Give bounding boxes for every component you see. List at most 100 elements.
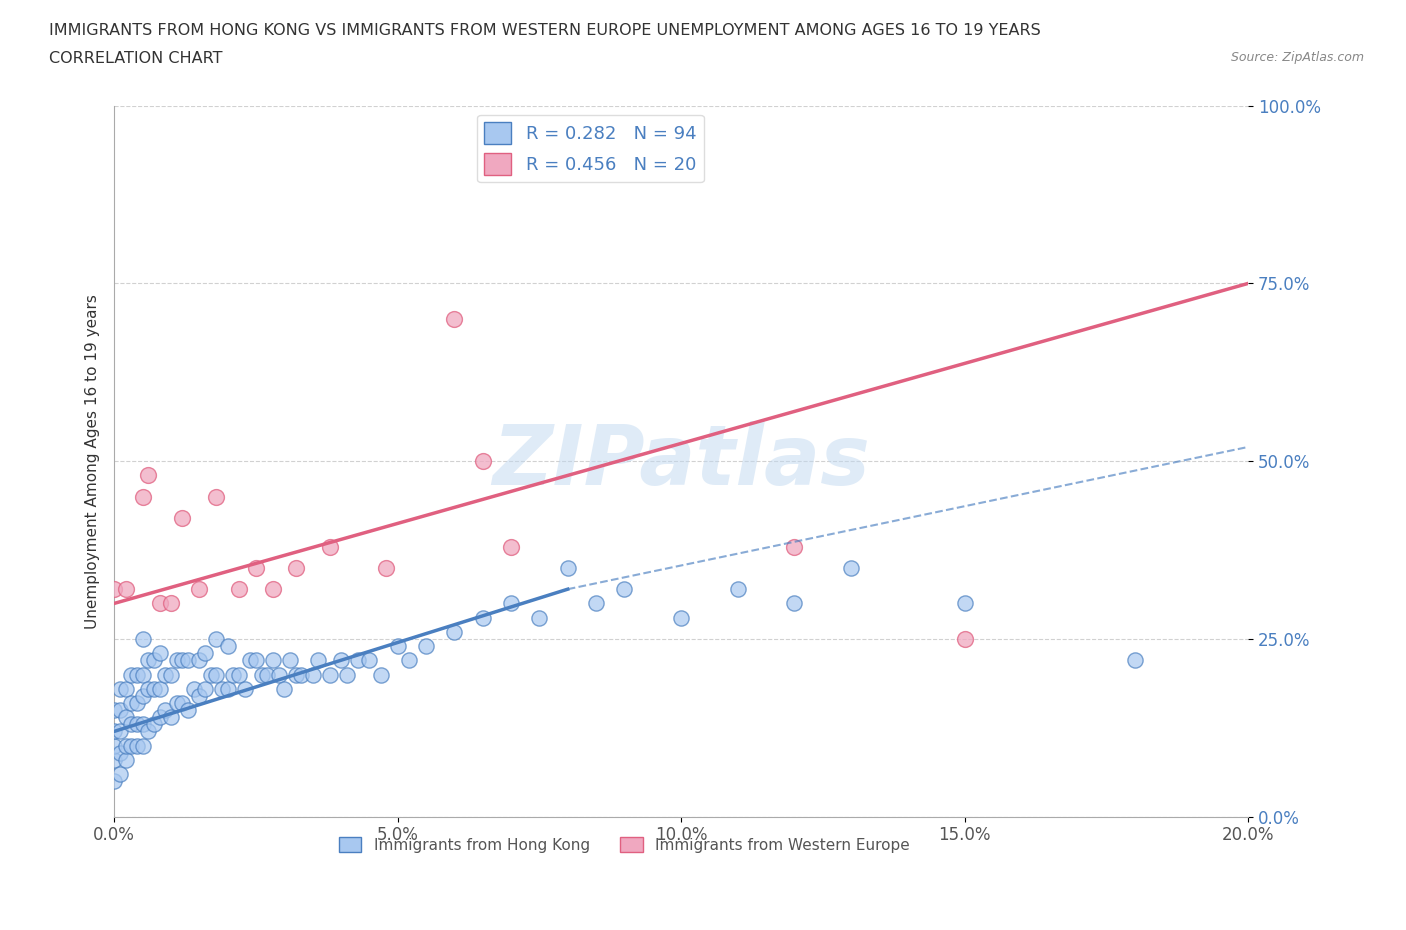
Point xyxy=(318,667,340,682)
Point xyxy=(155,703,177,718)
Point xyxy=(211,682,233,697)
Point xyxy=(557,561,579,576)
Point xyxy=(160,710,183,724)
Point xyxy=(222,667,245,682)
Point xyxy=(188,582,211,597)
Point xyxy=(585,596,607,611)
Point xyxy=(301,667,323,682)
Point xyxy=(114,682,136,697)
Point xyxy=(245,561,267,576)
Point xyxy=(142,717,165,732)
Point xyxy=(160,596,183,611)
Point xyxy=(194,682,217,697)
Point xyxy=(262,653,284,668)
Point xyxy=(188,688,211,703)
Point xyxy=(120,717,142,732)
Point xyxy=(108,682,131,697)
Point xyxy=(233,682,256,697)
Text: CORRELATION CHART: CORRELATION CHART xyxy=(49,51,222,66)
Point xyxy=(103,703,125,718)
Point xyxy=(217,682,239,697)
Point xyxy=(471,454,494,469)
Point xyxy=(136,682,159,697)
Point xyxy=(131,738,153,753)
Point xyxy=(239,653,262,668)
Point xyxy=(398,653,420,668)
Point xyxy=(613,582,636,597)
Point xyxy=(136,468,159,483)
Text: ZIPatlas: ZIPatlas xyxy=(492,420,870,501)
Point xyxy=(228,582,250,597)
Point xyxy=(499,539,522,554)
Point xyxy=(443,624,465,639)
Point xyxy=(108,724,131,738)
Point xyxy=(125,717,148,732)
Point xyxy=(177,653,200,668)
Point xyxy=(131,631,153,646)
Point xyxy=(108,745,131,760)
Point xyxy=(336,667,359,682)
Point xyxy=(471,610,494,625)
Point xyxy=(284,561,307,576)
Point xyxy=(318,539,340,554)
Point xyxy=(120,696,142,711)
Point xyxy=(727,582,749,597)
Point xyxy=(284,667,307,682)
Point xyxy=(172,511,194,525)
Point xyxy=(262,582,284,597)
Point xyxy=(155,667,177,682)
Point xyxy=(120,738,142,753)
Text: IMMIGRANTS FROM HONG KONG VS IMMIGRANTS FROM WESTERN EUROPE UNEMPLOYMENT AMONG A: IMMIGRANTS FROM HONG KONG VS IMMIGRANTS … xyxy=(49,23,1040,38)
Point xyxy=(205,631,228,646)
Point xyxy=(108,766,131,781)
Point xyxy=(183,682,205,697)
Point xyxy=(172,696,194,711)
Point xyxy=(217,639,239,654)
Point xyxy=(953,631,976,646)
Point xyxy=(103,738,125,753)
Point xyxy=(245,653,267,668)
Point xyxy=(103,582,125,597)
Point xyxy=(278,653,301,668)
Point xyxy=(136,724,159,738)
Point xyxy=(114,752,136,767)
Point xyxy=(387,639,409,654)
Point xyxy=(131,489,153,504)
Point xyxy=(108,703,131,718)
Point xyxy=(114,738,136,753)
Point xyxy=(307,653,329,668)
Point xyxy=(267,667,290,682)
Point xyxy=(131,717,153,732)
Point xyxy=(148,710,170,724)
Point xyxy=(273,682,295,697)
Point xyxy=(103,752,125,767)
Point xyxy=(194,645,217,660)
Point xyxy=(120,667,142,682)
Point xyxy=(370,667,392,682)
Point xyxy=(103,724,125,738)
Point xyxy=(1123,653,1146,668)
Point xyxy=(188,653,211,668)
Point xyxy=(131,667,153,682)
Y-axis label: Unemployment Among Ages 16 to 19 years: Unemployment Among Ages 16 to 19 years xyxy=(86,294,100,629)
Point xyxy=(256,667,278,682)
Point xyxy=(148,645,170,660)
Point xyxy=(114,582,136,597)
Point xyxy=(136,653,159,668)
Point xyxy=(166,653,188,668)
Point xyxy=(783,596,806,611)
Point xyxy=(359,653,381,668)
Point xyxy=(200,667,222,682)
Point xyxy=(443,312,465,326)
Point xyxy=(103,774,125,789)
Point xyxy=(669,610,692,625)
Point xyxy=(953,596,976,611)
Point xyxy=(172,653,194,668)
Point xyxy=(375,561,398,576)
Point xyxy=(142,682,165,697)
Point xyxy=(131,688,153,703)
Text: Source: ZipAtlas.com: Source: ZipAtlas.com xyxy=(1230,51,1364,64)
Point xyxy=(177,703,200,718)
Point xyxy=(290,667,312,682)
Point xyxy=(250,667,273,682)
